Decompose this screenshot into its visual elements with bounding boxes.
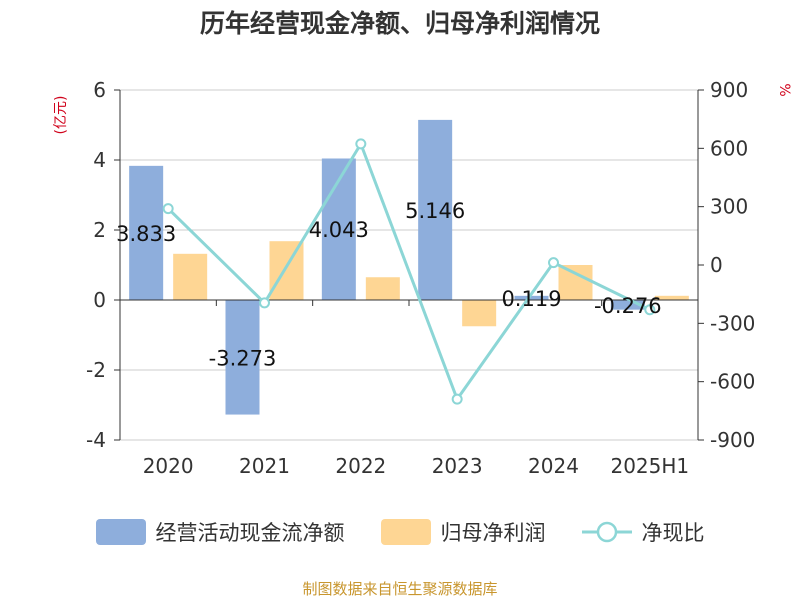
ratio-point-2023 [451,393,463,405]
left-tick-label: -2 [86,358,106,382]
cashflow-bar-2025H1 [610,300,645,310]
ratio-point-2021 [259,297,270,309]
legend-swatch-ratio [581,521,632,543]
axes: -4 -2 0 2 4 6 -900 -600 -300 0 300 600 900 2020 2021 20… [86,78,755,478]
cashflow-label-2024: 0.119 [501,287,561,311]
legend-item-cashflow[interactable]: 经营活动现金流净额 [95,517,345,547]
x-tick-label-2025H1: 2025H1 [610,454,689,478]
x-tick-label-2022: 2022 [335,454,386,478]
net-profit-bar-2025H1 [654,295,689,300]
cashflow-bar-2020 [129,165,164,300]
left-tick-label: 2 [93,218,106,242]
left-tick-label: 6 [93,78,106,102]
cashflow-label-2023: 5.146 [405,199,465,223]
cashflow-bar-2021 [225,300,260,415]
x-tick-label-2023: 2023 [432,454,483,478]
source-note: 制图数据来自恒生聚源数据库 [302,580,498,598]
ratio-point-2020 [162,203,174,215]
net-profit-bar-2022 [365,277,400,300]
ratio-point-2025H1 [644,304,656,316]
right-tick-label: 900 [710,78,748,102]
ratio-point-2024 [548,257,559,269]
line-series [162,138,656,405]
right-tick-label: 600 [710,136,748,160]
cashflow-label-2021: -3.273 [209,346,277,370]
net-profit-bar-2024 [558,265,593,300]
legend-label-ratio: 净现比 [641,521,705,545]
legend-label-net-profit: 归母净利润 [440,521,546,545]
net-profit-bar-2021 [269,241,304,300]
legend-swatch-net-profit [380,519,431,545]
right-axis-unit: % [776,83,792,96]
left-axis-unit: (亿元) [53,96,69,135]
chart-title: 历年经营现金净额、归母净利润情况 [199,9,600,38]
net-profit-bar-2020 [173,253,208,300]
cashflow-label-2020: 3.833 [116,222,176,246]
legend-label-cashflow: 经营活动现金流净额 [155,521,345,545]
x-tick-label-2021: 2021 [239,454,290,478]
right-tick-label: -900 [710,428,755,452]
legend-item-ratio[interactable]: 净现比 [581,517,705,547]
left-tick-label: -4 [86,428,106,452]
cashflow-label-2022: 4.043 [309,218,369,242]
right-tick-label: -300 [710,311,755,335]
data-labels: 3.833 -3.273 4.043 5.146 0.119 -0.276 [116,199,662,370]
bars [129,119,689,415]
right-tick-label: 300 [710,195,748,219]
legend-item-net-profit[interactable]: 归母净利润 [380,517,546,547]
x-tick-label-2024: 2024 [528,454,579,478]
chart-plot: -4 -2 0 2 4 6 -900 -600 -300 0 300 600 900 2020 2021 20… [53,78,792,478]
right-tick-label: 0 [710,253,723,277]
legend-swatch-cashflow [95,519,146,545]
cashflow-bar-2023 [418,119,453,300]
cashflow-bar-2024 [514,295,549,300]
right-tick-label: -600 [710,370,755,394]
net-profit-bar-2023 [462,300,497,327]
ratio-point-2022 [355,138,367,150]
x-tick-label-2020: 2020 [143,454,194,478]
ratio-line [167,140,651,403]
cashflow-label-2025H1: -0.276 [594,294,662,318]
gridlines [120,89,698,441]
legend: 经营活动现金流净额 归母净利润 净现比 [0,517,800,547]
left-tick-label: 0 [93,288,106,312]
left-tick-label: 4 [93,148,106,172]
